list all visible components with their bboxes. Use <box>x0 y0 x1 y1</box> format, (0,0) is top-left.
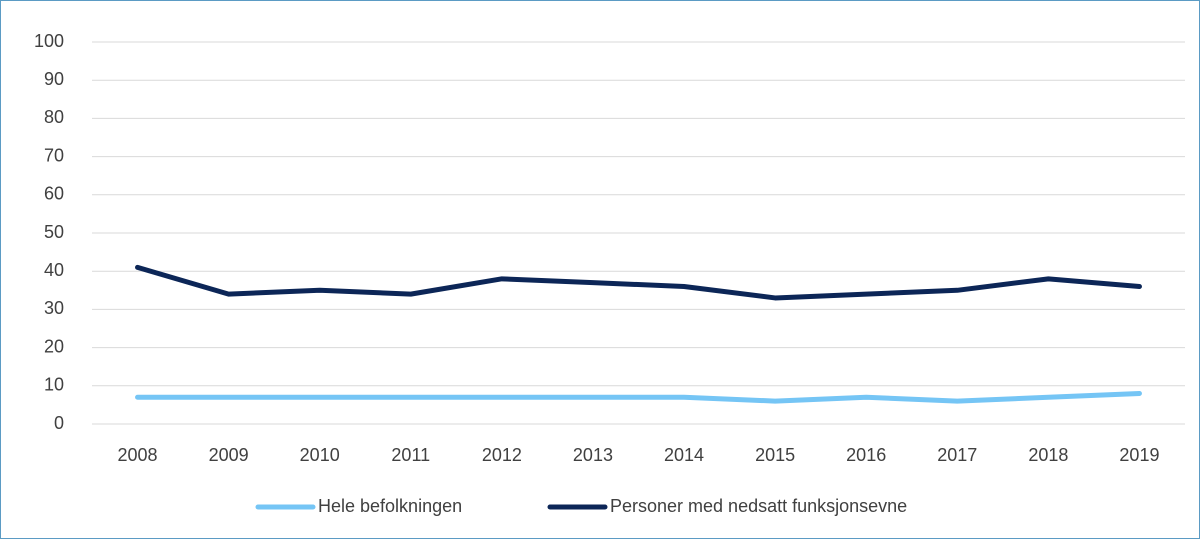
x-tick-label: 2017 <box>937 445 977 465</box>
y-tick-label: 80 <box>44 107 64 127</box>
legend-label: Personer med nedsatt funksjonsevne <box>610 496 907 516</box>
x-tick-label: 2011 <box>391 445 430 465</box>
y-tick-label: 10 <box>44 375 64 395</box>
y-tick-label: 30 <box>44 298 64 318</box>
y-tick-label: 60 <box>44 184 64 204</box>
series-line <box>135 390 1142 404</box>
y-tick-label: 70 <box>44 145 64 165</box>
x-tick-label: 2019 <box>1119 445 1159 465</box>
x-tick-label: 2014 <box>664 445 704 465</box>
x-tick-label: 2016 <box>846 445 886 465</box>
y-tick-label: 40 <box>44 260 64 280</box>
x-tick-label: 2013 <box>573 445 613 465</box>
y-tick-label: 20 <box>44 336 64 356</box>
y-tick-label: 90 <box>44 69 64 89</box>
x-tick-label: 2012 <box>482 445 522 465</box>
legend-label: Hele befolkningen <box>318 496 462 516</box>
y-tick-label: 50 <box>44 222 64 242</box>
x-tick-label: 2018 <box>1028 445 1068 465</box>
y-tick-label: 0 <box>54 413 64 433</box>
x-tick-label: 2015 <box>755 445 795 465</box>
x-tick-label: 2008 <box>118 445 158 465</box>
y-tick-label: 100 <box>34 31 64 51</box>
series-line <box>135 264 1142 301</box>
x-tick-label: 2009 <box>209 445 249 465</box>
x-tick-label: 2010 <box>300 445 340 465</box>
